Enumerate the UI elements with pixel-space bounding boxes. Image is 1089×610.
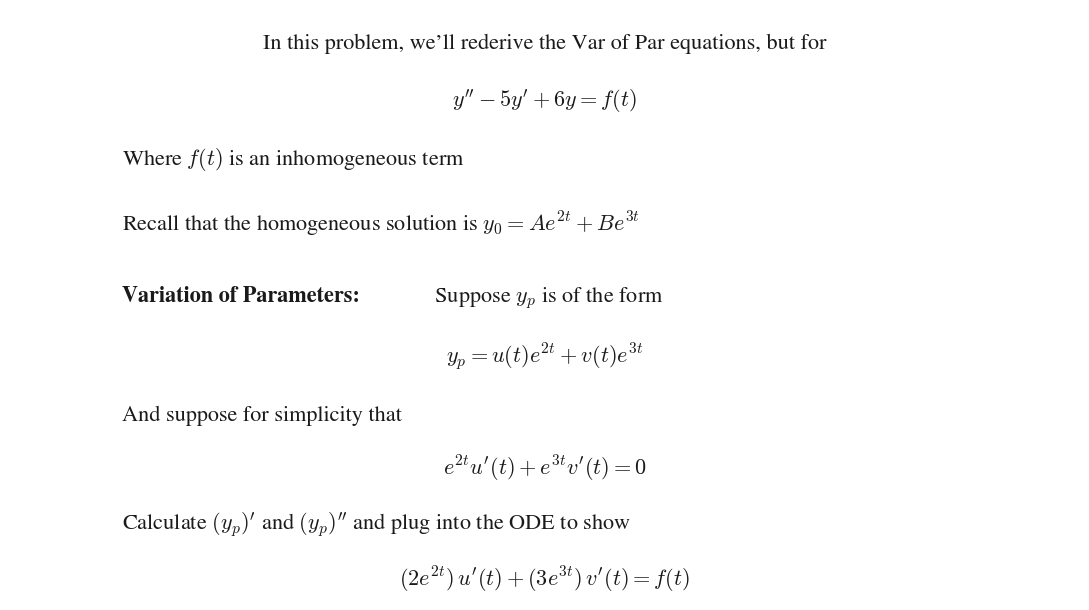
Text: $y_p = u(t)e^{2t} + v(t)e^{3t}$: $y_p = u(t)e^{2t} + v(t)e^{3t}$ bbox=[445, 341, 644, 372]
Text: $y'' - 5y' + 6y = f(t)$: $y'' - 5y' + 6y = f(t)$ bbox=[452, 87, 637, 115]
Text: In this problem, we’ll rederive the Var of Par equations, but for: In this problem, we’ll rederive the Var … bbox=[262, 34, 827, 54]
Text: $(2e^{2t})\, u'(t) + (3e^{3t})\, v'(t) = f(t)$: $(2e^{2t})\, u'(t) + (3e^{3t})\, v'(t) =… bbox=[399, 565, 690, 595]
Text: Where $f(t)$ is an inhomogeneous term: Where $f(t)$ is an inhomogeneous term bbox=[122, 146, 465, 173]
Text: Variation of Parameters:: Variation of Parameters: bbox=[122, 286, 359, 307]
Text: Calculate $(y_p)'$ and $(y_p)''$ and plug into the ODE to show: Calculate $(y_p)'$ and $(y_p)''$ and plu… bbox=[122, 511, 631, 539]
Text: Suppose $y_p$ is of the form: Suppose $y_p$ is of the form bbox=[429, 285, 663, 310]
Text: And suppose for simplicity that: And suppose for simplicity that bbox=[122, 406, 402, 426]
Text: Recall that the homogeneous solution is $y_0 = Ae^{2t} + Be^{3t}$: Recall that the homogeneous solution is … bbox=[122, 210, 640, 239]
Text: $e^{2t}u'(t) + e^{3t}v'(t) = 0$: $e^{2t}u'(t) + e^{3t}v'(t) = 0$ bbox=[442, 454, 647, 484]
